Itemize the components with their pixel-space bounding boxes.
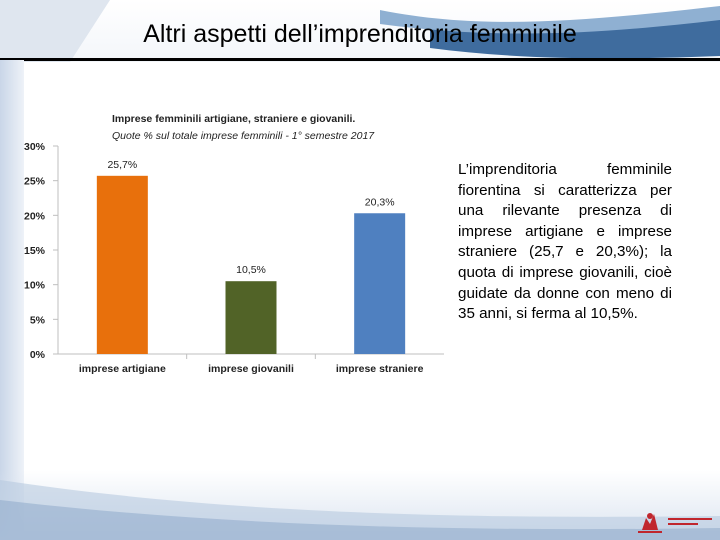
x-category-label: imprese artigiane xyxy=(79,363,166,375)
bar-imprese-giovanili xyxy=(225,281,277,354)
organization-logo xyxy=(638,513,712,533)
bar-imprese-artigiane xyxy=(96,175,148,354)
chart-title: Imprese femminili artigiane, straniere e… xyxy=(112,113,356,125)
y-tick-label: 5% xyxy=(30,314,46,326)
y-tick-label: 25% xyxy=(24,176,46,188)
y-tick-label: 15% xyxy=(24,245,46,257)
bottom-wave-decoration xyxy=(0,480,720,540)
data-label: 10,5% xyxy=(236,264,266,276)
y-tick-label: 20% xyxy=(24,210,46,222)
slide-title: Altri aspetti dell’imprenditoria femmini… xyxy=(143,20,577,48)
x-category-label: imprese giovanili xyxy=(208,363,294,375)
header-decoration xyxy=(0,0,720,62)
body-paragraph: L’imprenditoria femminile fiorentina si … xyxy=(458,161,672,323)
bar-imprese-straniere xyxy=(354,213,406,354)
data-label: 20,3% xyxy=(365,196,395,208)
header-rule xyxy=(0,58,720,61)
y-tick-label: 30% xyxy=(24,141,46,153)
x-category-label: imprese straniere xyxy=(336,363,424,375)
y-tick-label: 10% xyxy=(24,280,46,292)
data-label: 25,7% xyxy=(107,159,137,171)
chart-subtitle: Quote % sul totale imprese femminili - 1… xyxy=(112,130,375,142)
left-gradient-band xyxy=(0,60,24,540)
y-tick-label: 0% xyxy=(30,349,46,361)
